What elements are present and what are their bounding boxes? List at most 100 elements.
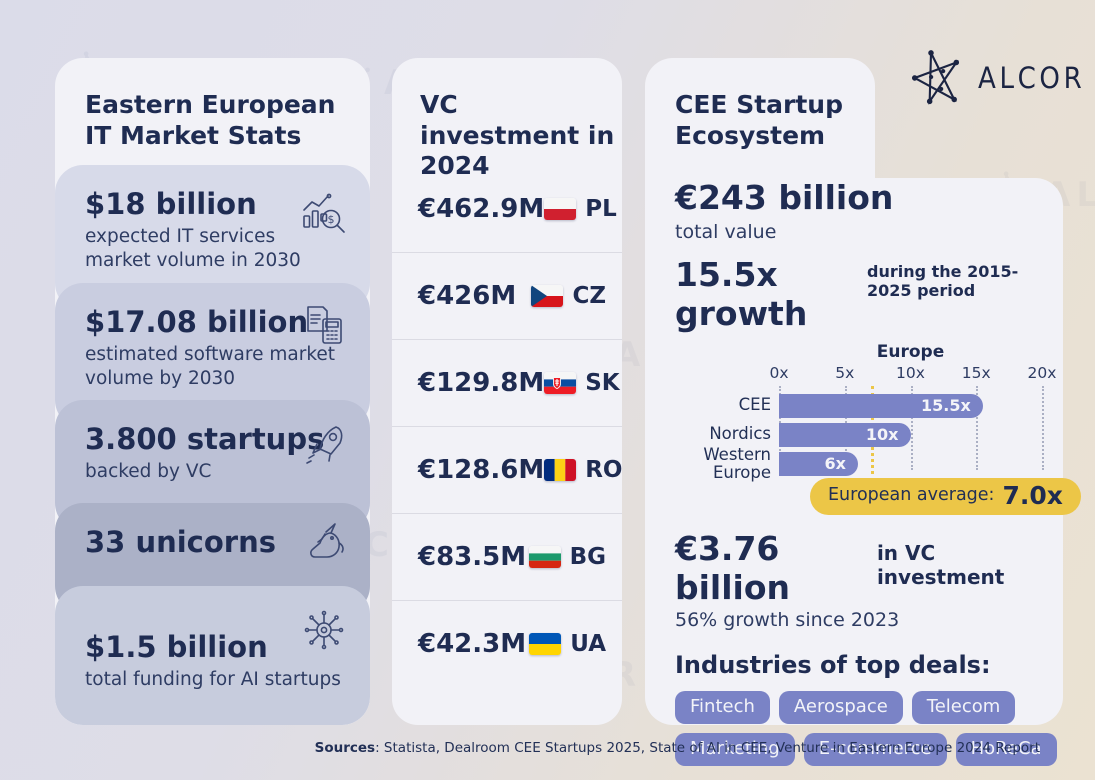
growth-value: 15.5x growth	[675, 254, 808, 334]
alcor-logo-text: ALCOR	[978, 61, 1086, 95]
alcor-star-icon	[912, 48, 964, 108]
industry-tag-ecommerce: E-commerce	[803, 732, 947, 766]
it-market-stats-card: Eastern European IT Market Stats $18 bil…	[55, 58, 370, 725]
document-calculator-icon	[300, 303, 348, 351]
vc-investment-suffix: in VC investment	[876, 540, 1005, 589]
vc-row-bulgaria: €83.5M BG	[392, 513, 622, 600]
growth-row: 15.5x growth during the 2015-2025 period	[675, 255, 1037, 334]
vc-card-title: VC investment in 2024	[420, 90, 615, 180]
chart-plot-area: 15.5x 10x 6x	[779, 385, 1044, 476]
stat-value: $18 billion	[85, 187, 257, 221]
country: SK	[544, 370, 620, 396]
industry-tag-marketing: Marketing	[675, 732, 795, 766]
stat-label: total funding for AI startups	[85, 669, 341, 690]
industry-tags-row: Marketing E-commerce HoReCa	[675, 732, 1057, 766]
x-tick: 0x	[769, 363, 789, 382]
ukraine-flag-icon	[529, 633, 562, 655]
total-value: €243 billion	[675, 178, 894, 217]
vc-amount: €83.5M	[418, 542, 527, 572]
unicorn-icon	[300, 519, 348, 567]
industry-tag-aerospace: Aerospace	[778, 690, 903, 724]
stat-value: $17.08 billion	[85, 305, 309, 339]
industry-tag-telecom: Telecom	[911, 690, 1016, 724]
industry-tag-fintech: Fintech	[675, 690, 770, 724]
country-code: RO	[585, 457, 623, 483]
stat-value: 3.800 startups	[85, 422, 325, 456]
sources-label: Sources	[314, 740, 376, 756]
poland-flag-icon	[544, 197, 577, 220]
stat-label: expected IT services market volume in 20…	[85, 226, 301, 272]
vc-row-poland: €462.9M PL	[392, 165, 622, 252]
category-label: Nordics	[709, 423, 771, 443]
bar-row-western-europe: 6x	[779, 451, 1042, 476]
stat-value: $1.5 billion	[85, 630, 268, 664]
gridline	[976, 385, 979, 470]
bar-row-nordics: 10x	[779, 422, 1042, 447]
x-tick: 5x	[835, 363, 855, 382]
growth-note: during the 2015-2025 period	[867, 261, 1019, 301]
stat-ai-funding: $1.5 billion total funding for AI startu…	[55, 586, 370, 725]
left-card-title: Eastern European IT Market Stats	[85, 90, 336, 150]
sources-text: : Statista, Dealroom CEE Startups 2025, …	[375, 740, 1040, 756]
bar-value-label: 6x	[824, 454, 846, 474]
vc-amount: €42.3M	[418, 629, 527, 659]
category-label: CEE	[738, 394, 771, 414]
industry-tags-row: Fintech Aerospace Telecom	[675, 690, 1037, 724]
gridline	[910, 385, 913, 470]
country: RO	[544, 457, 622, 483]
total-value-label: total value	[675, 220, 777, 243]
vc-amount: €462.9M	[418, 193, 545, 224]
ecosystem-card-header: CEE Startup Ecosystem	[645, 58, 875, 178]
sources-note: Sources: Statista, Dealroom CEE Startups…	[0, 740, 1040, 756]
bar-value-label: 10x	[865, 425, 899, 445]
vc-investment-card: VC investment in 2024 €462.9M PL €426M C…	[392, 58, 622, 725]
industries-title: Industries of top deals:	[675, 650, 991, 679]
vc-rows: €462.9M PL €426M CZ €129.8M SK	[392, 165, 622, 687]
european-average-badge: European average: 7.0x	[810, 477, 1081, 515]
vc-row-slovakia: €129.8M SK	[392, 339, 622, 426]
slovakia-flag-icon	[544, 372, 577, 394]
vc-amount: €426M	[418, 281, 517, 311]
vc-row-ukraine: €42.3M UA	[392, 600, 622, 687]
europe-growth-chart: Europe 0x 5x 10x 15x 20x CEE Nordics Wes…	[675, 341, 1056, 482]
ecosystem-card-title: CEE Startup Ecosystem	[675, 90, 844, 150]
ai-chip-icon	[300, 606, 348, 654]
romania-flag-icon	[544, 459, 577, 481]
vc-amount: €129.8M	[418, 368, 545, 398]
bar-row-cee: 15.5x	[779, 393, 1042, 418]
country: PL	[544, 196, 617, 222]
vc-investment-value: €3.76 billion	[675, 528, 791, 608]
bar-western-europe: 6x	[779, 451, 858, 476]
chart-title: Europe	[876, 341, 945, 362]
industry-tag-horeca: HoReCa	[955, 732, 1057, 766]
stat-label: estimated software market volume by 2030	[85, 344, 336, 390]
country-code: CZ	[572, 283, 606, 309]
country-code: UA	[570, 631, 606, 657]
average-value: 7.0x	[1002, 480, 1063, 510]
country: UA	[529, 631, 606, 657]
country-code: SK	[585, 370, 620, 396]
country-code: BG	[569, 544, 606, 570]
x-tick: 15x	[961, 363, 991, 382]
svg-text:$: $	[328, 213, 335, 226]
vc-row-czechia: €426M CZ	[392, 252, 622, 339]
x-tick: 10x	[896, 363, 925, 382]
bar-value-label: 15.5x	[921, 396, 971, 416]
vc-row-romania: €128.6M RO	[392, 426, 622, 513]
country: BG	[528, 544, 606, 570]
czechia-flag-icon	[531, 285, 564, 307]
stat-label: backed by VC	[85, 461, 212, 482]
country-code: PL	[585, 195, 617, 222]
bulgaria-flag-icon	[528, 546, 561, 568]
average-label: European average:	[828, 485, 995, 506]
gridline	[1042, 385, 1044, 470]
x-tick: 20x	[1027, 363, 1057, 382]
vc-investment-row: €3.76 billion in VC investment	[675, 529, 1037, 608]
alcor-logo: ALCOR	[912, 48, 1095, 108]
vc-amount: €128.6M	[418, 455, 545, 485]
bar-chart-magnifier-icon: $	[300, 191, 348, 239]
bar-nordics: 10x	[779, 422, 911, 447]
stat-value: 33 unicorns	[85, 525, 277, 559]
bar-cee: 15.5x	[779, 393, 983, 418]
